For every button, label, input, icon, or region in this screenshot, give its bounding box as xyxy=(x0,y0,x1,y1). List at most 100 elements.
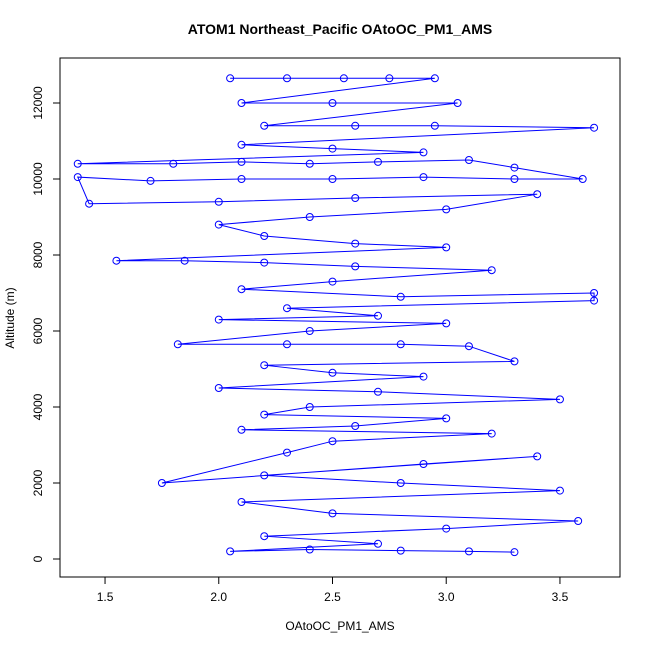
x-tick-label: 2.0 xyxy=(210,590,227,604)
data-point xyxy=(430,74,439,83)
data-point xyxy=(510,548,519,557)
data-point xyxy=(396,546,405,555)
data-point xyxy=(464,547,473,556)
y-tick-label: 2000 xyxy=(31,469,45,496)
data-point xyxy=(351,193,360,202)
y-tick-label: 8000 xyxy=(31,241,45,268)
data-point xyxy=(214,220,223,229)
data-point xyxy=(328,509,337,518)
data-point xyxy=(373,387,382,396)
plot-frame xyxy=(59,57,621,578)
data-point xyxy=(305,545,314,554)
y-tick-label: 0 xyxy=(31,555,45,562)
data-point xyxy=(214,197,223,206)
data-point xyxy=(590,123,599,132)
data-point xyxy=(260,410,269,419)
data-point xyxy=(419,173,428,182)
data-point xyxy=(373,539,382,548)
data-point xyxy=(351,239,360,248)
data-point xyxy=(283,340,292,349)
data-point xyxy=(260,532,269,541)
data-point xyxy=(430,121,439,130)
data-point xyxy=(442,319,451,328)
x-tick-label: 3.5 xyxy=(552,590,569,604)
data-point xyxy=(305,212,314,221)
x-tick-label: 1.5 xyxy=(97,590,114,604)
data-point xyxy=(555,486,564,495)
data-point xyxy=(237,98,246,107)
data-point xyxy=(419,372,428,381)
data-point xyxy=(533,452,542,461)
data-point xyxy=(396,340,405,349)
data-point xyxy=(226,74,235,83)
data-point xyxy=(339,74,348,83)
data-point xyxy=(328,144,337,153)
data-point xyxy=(373,157,382,166)
y-tick-label: 12000 xyxy=(31,86,45,120)
data-point xyxy=(283,74,292,83)
y-tick-label: 10000 xyxy=(31,162,45,196)
x-tick-label: 2.5 xyxy=(324,590,341,604)
data-point xyxy=(351,421,360,430)
data-point xyxy=(328,174,337,183)
y-tick-label: 4000 xyxy=(31,393,45,420)
data-point xyxy=(510,174,519,183)
data-point xyxy=(419,459,428,468)
data-point xyxy=(237,140,246,149)
data-point xyxy=(442,414,451,423)
data-point xyxy=(464,342,473,351)
data-point xyxy=(260,471,269,480)
data-point xyxy=(396,292,405,301)
data-point xyxy=(464,155,473,164)
data-point xyxy=(385,74,394,83)
data-point xyxy=(237,497,246,506)
x-tick-label: 3.0 xyxy=(438,590,455,604)
data-point xyxy=(487,429,496,438)
data-point xyxy=(180,256,189,265)
data-point xyxy=(328,437,337,446)
data-point xyxy=(260,361,269,370)
data-point xyxy=(578,174,587,183)
data-point xyxy=(237,425,246,434)
data-point xyxy=(157,478,166,487)
data-point xyxy=(442,205,451,214)
y-tick-label: 6000 xyxy=(31,317,45,344)
data-point xyxy=(442,243,451,252)
data-point xyxy=(226,547,235,556)
data-point xyxy=(305,326,314,335)
data-point xyxy=(305,159,314,168)
data-point xyxy=(396,478,405,487)
data-point xyxy=(555,395,564,404)
data-point xyxy=(214,315,223,324)
x-axis-label: OAtoOC_PM1_AMS xyxy=(285,619,394,633)
data-point xyxy=(73,173,82,182)
data-point xyxy=(590,296,599,305)
data-point xyxy=(173,340,182,349)
chart-title: ATOM1 Northeast_Pacific OAtoOC_PM1_AMS xyxy=(188,21,492,37)
data-point xyxy=(328,277,337,286)
y-axis-label: Altitude (m) xyxy=(3,287,17,348)
data-point xyxy=(169,159,178,168)
data-point xyxy=(283,304,292,313)
data-point xyxy=(260,231,269,240)
data-point xyxy=(214,383,223,392)
data-point xyxy=(146,176,155,185)
data-line xyxy=(76,77,595,553)
data-point xyxy=(373,311,382,320)
data-point xyxy=(453,98,462,107)
data-point xyxy=(419,148,428,157)
data-point xyxy=(328,368,337,377)
data-point xyxy=(305,402,314,411)
data-point xyxy=(237,285,246,294)
data-point xyxy=(73,159,82,168)
data-point xyxy=(260,258,269,267)
data-point xyxy=(574,516,583,525)
data-point xyxy=(237,157,246,166)
data-point xyxy=(351,121,360,130)
data-point xyxy=(328,98,337,107)
data-point xyxy=(442,524,451,533)
data-point xyxy=(510,163,519,172)
data-point xyxy=(533,190,542,199)
data-point xyxy=(487,266,496,275)
